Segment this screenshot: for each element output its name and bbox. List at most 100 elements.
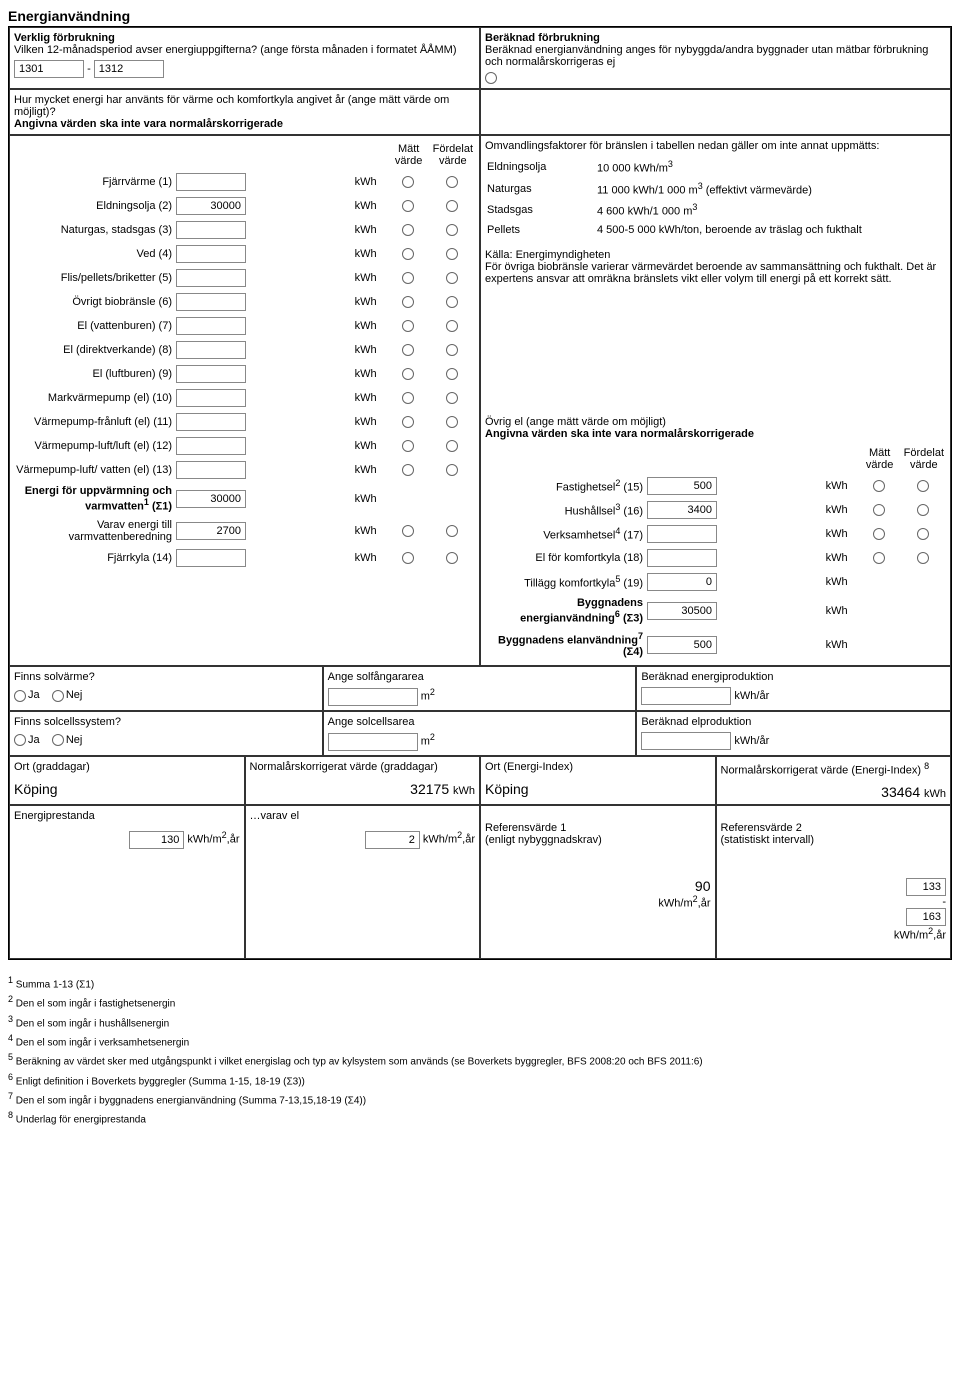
grad-c4: Normalårskorrigerat värde (Energi-Index)… <box>721 761 947 777</box>
solfangararea[interactable] <box>328 688 418 706</box>
matt-radio[interactable] <box>402 416 414 428</box>
value-input[interactable] <box>176 173 246 191</box>
solcell-nej[interactable] <box>52 734 64 746</box>
unit: kWh <box>353 242 387 266</box>
value-input[interactable] <box>176 413 246 431</box>
value-input[interactable] <box>647 636 717 654</box>
matt-radio[interactable] <box>402 320 414 332</box>
matt-radio[interactable] <box>873 480 885 492</box>
footnote: 6 Enligt definition i Boverkets byggregl… <box>8 1071 952 1089</box>
value-input[interactable] <box>647 477 717 495</box>
rcol-ford: Fördelat värde <box>902 444 946 474</box>
fordelat-radio[interactable] <box>917 480 929 492</box>
unit: kWh <box>353 290 387 314</box>
matt-radio[interactable] <box>402 552 414 564</box>
row-label: Fastighetsel2 (15) <box>485 474 645 498</box>
value-input[interactable] <box>176 269 246 287</box>
fordelat-radio[interactable] <box>446 320 458 332</box>
matt-radio[interactable] <box>402 296 414 308</box>
value-input[interactable] <box>176 365 246 383</box>
unit: kWh <box>353 386 387 410</box>
unit: kWh <box>353 516 387 546</box>
value-input[interactable] <box>176 522 246 540</box>
perf-v4b[interactable] <box>906 908 946 926</box>
value-input[interactable] <box>176 317 246 335</box>
matt-radio[interactable] <box>402 525 414 537</box>
matt-radio[interactable] <box>402 200 414 212</box>
fordelat-radio[interactable] <box>446 296 458 308</box>
fordelat-radio[interactable] <box>446 416 458 428</box>
matt-radio[interactable] <box>402 344 414 356</box>
row-label: Naturgas, stadsgas (3) <box>14 218 174 242</box>
fordelat-radio[interactable] <box>446 224 458 236</box>
fordelat-radio[interactable] <box>446 272 458 284</box>
perf-v2[interactable] <box>365 831 420 849</box>
calc-radio[interactable] <box>485 72 497 84</box>
value-input[interactable] <box>176 389 246 407</box>
footnote: 4 Den el som ingår i verksamhetsenergin <box>8 1032 952 1050</box>
fordelat-radio[interactable] <box>446 464 458 476</box>
solar-q1: Finns solvärme? <box>14 671 318 683</box>
fordelat-radio[interactable] <box>446 440 458 452</box>
footnote: 1 Summa 1-13 (Σ1) <box>8 974 952 992</box>
fordelat-radio[interactable] <box>917 504 929 516</box>
value-input[interactable] <box>176 549 246 567</box>
solcell-ja[interactable] <box>14 734 26 746</box>
fordelat-radio[interactable] <box>446 344 458 356</box>
value-input[interactable] <box>647 525 717 543</box>
matt-radio[interactable] <box>402 224 414 236</box>
fordelat-radio[interactable] <box>917 552 929 564</box>
row-label: Verksamhetsel4 (17) <box>485 522 645 546</box>
fordelat-radio[interactable] <box>446 200 458 212</box>
row-label: Eldningsolja (2) <box>14 194 174 218</box>
value-input[interactable] <box>176 490 246 508</box>
value-input[interactable] <box>647 573 717 591</box>
fordelat-radio[interactable] <box>446 392 458 404</box>
perf-v1[interactable] <box>129 831 184 849</box>
energiprod[interactable] <box>641 687 731 705</box>
matt-radio[interactable] <box>873 528 885 540</box>
value-input[interactable] <box>647 549 717 567</box>
solcellsarea[interactable] <box>328 733 418 751</box>
value-input[interactable] <box>647 501 717 519</box>
elprod[interactable] <box>641 732 731 750</box>
row-label: Fjärrvärme (1) <box>14 170 174 194</box>
unit: kWh <box>353 338 387 362</box>
unit: kWh <box>824 546 858 570</box>
unit: kWh <box>824 628 858 662</box>
conv-val: 4 600 kWh/1 000 m3 <box>595 199 946 221</box>
solv-nej[interactable] <box>52 690 64 702</box>
fordelat-radio[interactable] <box>917 528 929 540</box>
matt-radio[interactable] <box>873 504 885 516</box>
value-input[interactable] <box>176 245 246 263</box>
value-input[interactable] <box>176 341 246 359</box>
value-input[interactable] <box>647 602 717 620</box>
period-to[interactable] <box>94 60 164 78</box>
perf-c2: …varav el <box>250 810 476 822</box>
matt-radio[interactable] <box>873 552 885 564</box>
value-input[interactable] <box>176 437 246 455</box>
row-label: Byggnadens elanvändning7 (Σ4) <box>485 628 645 662</box>
matt-radio[interactable] <box>402 272 414 284</box>
matt-radio[interactable] <box>402 392 414 404</box>
fordelat-radio[interactable] <box>446 368 458 380</box>
value-input[interactable] <box>176 221 246 239</box>
matt-radio[interactable] <box>402 440 414 452</box>
value-input[interactable] <box>176 461 246 479</box>
value-input[interactable] <box>176 197 246 215</box>
fordelat-radio[interactable] <box>446 525 458 537</box>
fordelat-radio[interactable] <box>446 552 458 564</box>
perf-v4a[interactable] <box>906 878 946 896</box>
solv-ja[interactable] <box>14 690 26 702</box>
matt-radio[interactable] <box>402 368 414 380</box>
value-input[interactable] <box>176 293 246 311</box>
matt-radio[interactable] <box>402 176 414 188</box>
grad-c3: Ort (Energi-Index) <box>485 761 711 773</box>
fordelat-radio[interactable] <box>446 248 458 260</box>
matt-radio[interactable] <box>402 248 414 260</box>
right-el-heading: Övrig el (ange mätt värde om möjligt) <box>485 416 946 428</box>
fordelat-radio[interactable] <box>446 176 458 188</box>
period-from[interactable] <box>14 60 84 78</box>
conv-note: För övriga biobränsle varierar värmevärd… <box>485 261 946 285</box>
matt-radio[interactable] <box>402 464 414 476</box>
